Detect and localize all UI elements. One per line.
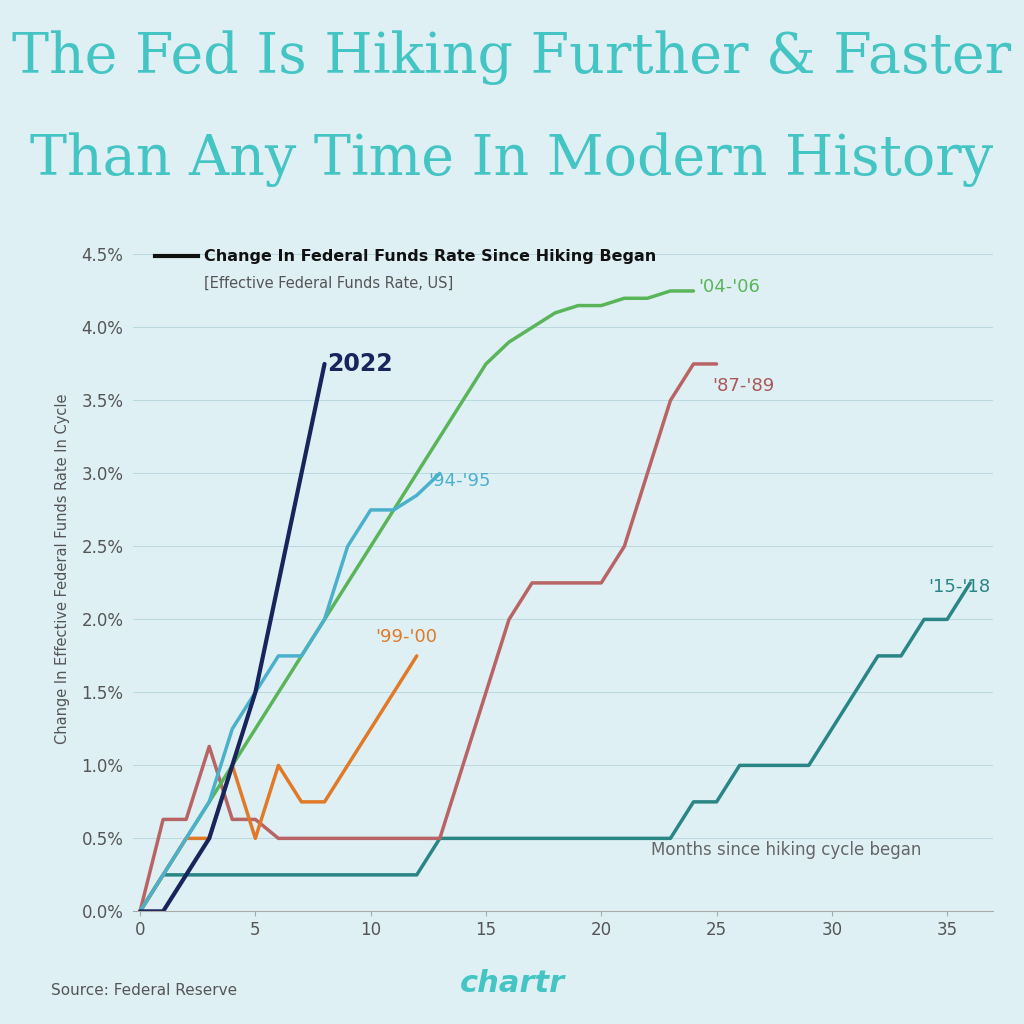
Text: '94-'95: '94-'95: [428, 472, 490, 489]
Text: Than Any Time In Modern History: Than Any Time In Modern History: [31, 132, 993, 187]
Y-axis label: Change In Effective Federal Funds Rate In Cycle: Change In Effective Federal Funds Rate I…: [55, 393, 71, 743]
Text: 2022: 2022: [327, 352, 392, 376]
Text: Change In Federal Funds Rate Since Hiking Began: Change In Federal Funds Rate Since Hikin…: [204, 249, 656, 263]
Text: '04-'06: '04-'06: [698, 278, 760, 296]
Text: Months since hiking cycle began: Months since hiking cycle began: [650, 841, 921, 859]
Text: chartr: chartr: [460, 970, 564, 998]
Text: '15-'18: '15-'18: [929, 579, 991, 596]
Text: [Effective Federal Funds Rate, US]: [Effective Federal Funds Rate, US]: [204, 276, 453, 291]
Text: The Fed Is Hiking Further & Faster: The Fed Is Hiking Further & Faster: [12, 30, 1012, 85]
Text: '99-'00: '99-'00: [375, 628, 437, 646]
Text: Source: Federal Reserve: Source: Federal Reserve: [51, 983, 238, 998]
Text: '87-'89: '87-'89: [712, 377, 774, 395]
